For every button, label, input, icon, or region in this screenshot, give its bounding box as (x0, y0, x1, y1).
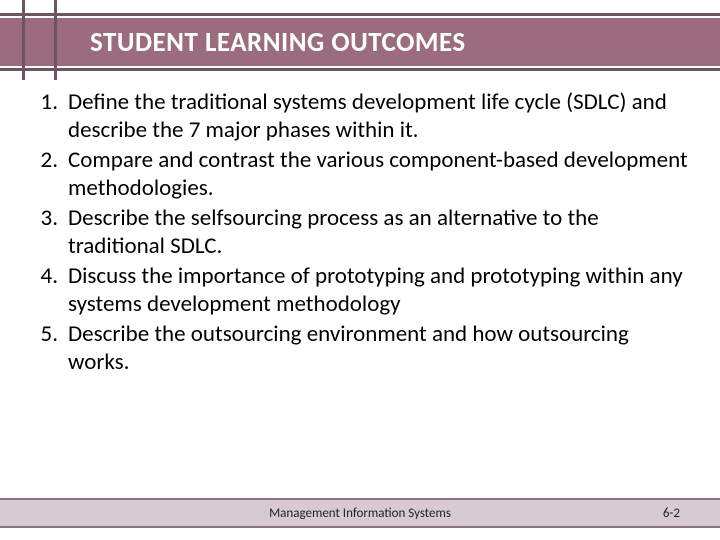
footer-center-text: Management Information Systems (0, 500, 720, 526)
item-number: 3. (24, 204, 68, 260)
outcomes-list: 1. Define the traditional systems develo… (24, 88, 690, 376)
footer-page-number: 6-2 (663, 500, 680, 526)
item-text: Describe the selfsourcing process as an … (68, 204, 690, 260)
item-number: 4. (24, 262, 68, 318)
item-number: 2. (24, 146, 68, 202)
title-bar: STUDENT LEARNING OUTCOMES (0, 18, 720, 66)
slide: { "colors": { "title_bar_bg": "#9b6b7e",… (0, 0, 720, 540)
list-item: 3. Describe the selfsourcing process as … (24, 204, 690, 260)
list-item: 1. Define the traditional systems develo… (24, 88, 690, 144)
list-item: 5. Describe the outsourcing environment … (24, 320, 690, 376)
item-text: Define the traditional systems developme… (68, 88, 690, 144)
slide-title: STUDENT LEARNING OUTCOMES (90, 26, 466, 59)
footer-line-bottom (0, 526, 720, 528)
list-item: 4. Discuss the importance of prototyping… (24, 262, 690, 318)
slide-body: 1. Define the traditional systems develo… (24, 88, 690, 378)
item-text: Compare and contrast the various compone… (68, 146, 690, 202)
footer: Management Information Systems 6-2 (0, 500, 720, 526)
item-text: Describe the outsourcing environment and… (68, 320, 690, 376)
item-number: 1. (24, 88, 68, 144)
item-text: Discuss the importance of prototyping an… (68, 262, 690, 318)
list-item: 2. Compare and contrast the various comp… (24, 146, 690, 202)
item-number: 5. (24, 320, 68, 376)
